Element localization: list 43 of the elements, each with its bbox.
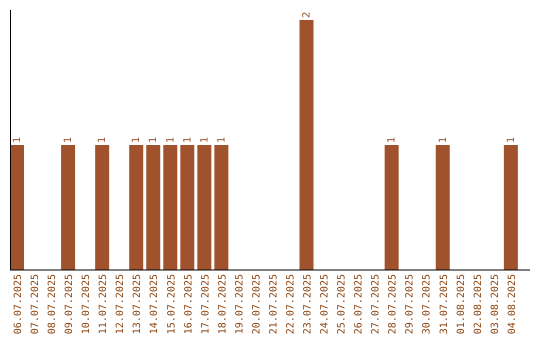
x-tick-label: 01.08.2025: [456, 274, 467, 334]
x-tick-label: 15.07.2025: [166, 274, 178, 334]
x-tick-label: 19.07.2025: [234, 274, 246, 334]
x-tick-label: 27.07.2025: [370, 274, 382, 334]
data-label: 1: [216, 136, 228, 143]
x-tick-label: 23.07.2025: [302, 274, 314, 334]
x-tick-label: 11.07.2025: [98, 274, 110, 334]
x-tick-label: 30.07.2025: [422, 274, 433, 334]
x-tick-label: 31.07.2025: [438, 274, 450, 334]
data-label: 1: [506, 136, 517, 143]
x-tick-label: 13.07.2025: [132, 274, 144, 334]
x-tick-label: 03.08.2025: [490, 274, 501, 334]
x-tick-label: 08.07.2025: [47, 274, 58, 334]
x-tick-label: 06.07.2025: [13, 274, 24, 334]
x-tick-label: 04.08.2025: [506, 274, 518, 334]
x-tick-label: 17.07.2025: [200, 274, 212, 334]
x-tick-label: 12.07.2025: [115, 274, 126, 334]
x-tick-label: 25.07.2025: [336, 274, 348, 334]
x-tick-label: 28.07.2025: [388, 274, 399, 334]
data-label: 1: [12, 136, 23, 143]
data-label: 1: [182, 136, 194, 143]
x-tick-label: 22.07.2025: [285, 274, 296, 334]
x-tick-label: 20.07.2025: [251, 274, 262, 334]
x-tick-label: 10.07.2025: [81, 274, 92, 334]
data-label: 1: [438, 136, 449, 143]
data-label: 1: [97, 136, 108, 143]
x-tick-label: 07.07.2025: [30, 274, 42, 334]
x-tick-label: 16.07.2025: [183, 274, 194, 334]
data-label: 1: [199, 136, 210, 143]
data-label: 1: [148, 136, 160, 143]
data-label: 1: [63, 136, 74, 143]
x-tick-label: 29.07.2025: [404, 274, 416, 334]
x-tick-label: 14.07.2025: [149, 274, 160, 334]
x-tick-label: 09.07.2025: [64, 274, 76, 334]
data-label: 2: [302, 12, 313, 18]
data-label: 1: [131, 136, 142, 143]
x-tick-label: 26.07.2025: [354, 274, 365, 334]
x-tick-label: 18.07.2025: [217, 274, 228, 334]
data-label: 1: [386, 136, 398, 143]
data-label: 1: [165, 136, 176, 143]
x-tick-label: 02.08.2025: [472, 274, 484, 334]
x-tick-label: 21.07.2025: [268, 274, 280, 334]
x-tick-label: 24.07.2025: [320, 274, 331, 334]
